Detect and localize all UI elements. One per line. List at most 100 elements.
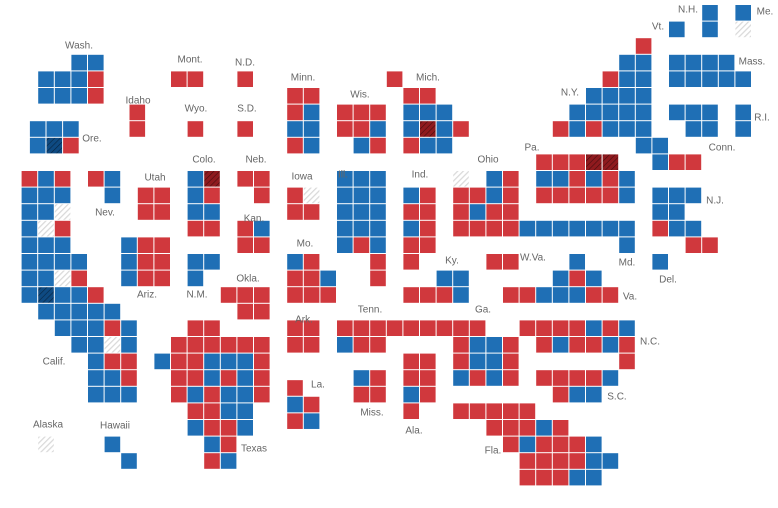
district-tile <box>46 121 63 137</box>
state: Fla. <box>453 403 619 486</box>
district-tile <box>337 237 353 253</box>
district-tile <box>469 353 486 370</box>
district-tile <box>503 204 519 220</box>
district-tile <box>370 270 386 287</box>
district-tile <box>287 320 303 336</box>
state: N.J. <box>652 187 724 253</box>
district-tile <box>21 270 38 287</box>
district-tile <box>29 121 46 137</box>
district-tile <box>303 396 320 413</box>
district-tile <box>237 353 253 370</box>
district-tile <box>303 287 320 303</box>
district-tile <box>519 220 536 237</box>
district-tile <box>602 171 619 187</box>
district-tile <box>353 171 370 187</box>
district-tile <box>685 237 702 253</box>
district-tile <box>652 220 668 237</box>
state: Del. <box>652 254 677 286</box>
district-tile <box>536 420 552 436</box>
district-tile <box>187 121 204 137</box>
district-tile <box>88 171 104 187</box>
district-tile <box>204 220 220 237</box>
district-tile <box>420 121 436 137</box>
district-tile <box>121 254 137 270</box>
state: Ill. <box>337 170 386 287</box>
district-tile <box>54 88 71 104</box>
district-tile <box>486 353 502 370</box>
district-tile <box>735 121 751 137</box>
district-tile <box>104 370 121 386</box>
district-tile <box>420 220 436 237</box>
district-tile <box>420 187 436 204</box>
district-tile <box>21 204 38 220</box>
district-tile <box>403 320 419 336</box>
state: N.H. <box>678 5 718 38</box>
district-tile <box>46 137 63 154</box>
district-tile <box>121 270 137 287</box>
district-tile <box>569 220 585 237</box>
district-tile <box>519 403 536 419</box>
district-tile <box>453 270 469 287</box>
district-tile <box>652 154 668 170</box>
state: Me. <box>735 5 773 38</box>
state: Utah <box>137 173 170 220</box>
district-tile <box>486 204 502 220</box>
state-label: N.D. <box>235 58 255 69</box>
district-tile <box>237 237 253 253</box>
district-tile <box>353 104 370 121</box>
district-tile <box>220 420 237 436</box>
district-tile <box>104 320 121 336</box>
district-tile <box>353 386 370 403</box>
state: N.M. <box>186 254 220 301</box>
district-tile <box>586 187 602 204</box>
district-tile <box>104 337 121 353</box>
district-tile <box>403 187 419 204</box>
district-tile <box>54 204 71 220</box>
district-tile <box>420 287 436 303</box>
district-tile <box>370 337 386 353</box>
district-tile <box>254 303 270 320</box>
district-tile <box>503 287 519 303</box>
district-tile <box>370 187 386 204</box>
district-tile <box>602 370 619 386</box>
district-tile <box>552 436 569 453</box>
state-label: Calif. <box>43 357 66 368</box>
district-tile <box>204 403 220 419</box>
district-tile <box>303 121 320 137</box>
state: N.Y. <box>552 38 702 170</box>
district-tile <box>569 171 585 187</box>
district-tile <box>669 187 685 204</box>
state-label: Ga. <box>475 305 491 316</box>
district-tile <box>702 121 718 137</box>
district-tile <box>436 104 453 121</box>
district-tile <box>619 54 635 71</box>
district-tile <box>137 237 154 253</box>
district-tile <box>38 303 54 320</box>
district-tile <box>619 88 635 104</box>
district-tile <box>552 171 569 187</box>
district-tile <box>536 320 552 336</box>
district-tile <box>486 187 502 204</box>
state-label: W.Va. <box>520 253 546 264</box>
district-tile <box>287 137 303 154</box>
district-tile <box>420 237 436 253</box>
district-tile <box>586 287 602 303</box>
state: Colo. <box>187 155 220 237</box>
district-tile <box>735 21 751 38</box>
district-tile <box>171 337 187 353</box>
state-label: Texas <box>241 444 267 455</box>
district-tile <box>21 171 38 187</box>
district-tile <box>453 220 469 237</box>
district-tile <box>303 337 320 353</box>
state-label: N.C. <box>640 337 660 348</box>
district-tile <box>220 353 237 370</box>
district-tile <box>420 204 436 220</box>
district-tile <box>88 370 104 386</box>
district-tile <box>187 204 204 220</box>
district-tile <box>536 436 552 453</box>
district-tile <box>669 71 685 87</box>
district-tile <box>403 370 419 386</box>
state: S.D. <box>237 104 257 137</box>
district-tile <box>71 303 87 320</box>
district-tile <box>220 403 237 419</box>
